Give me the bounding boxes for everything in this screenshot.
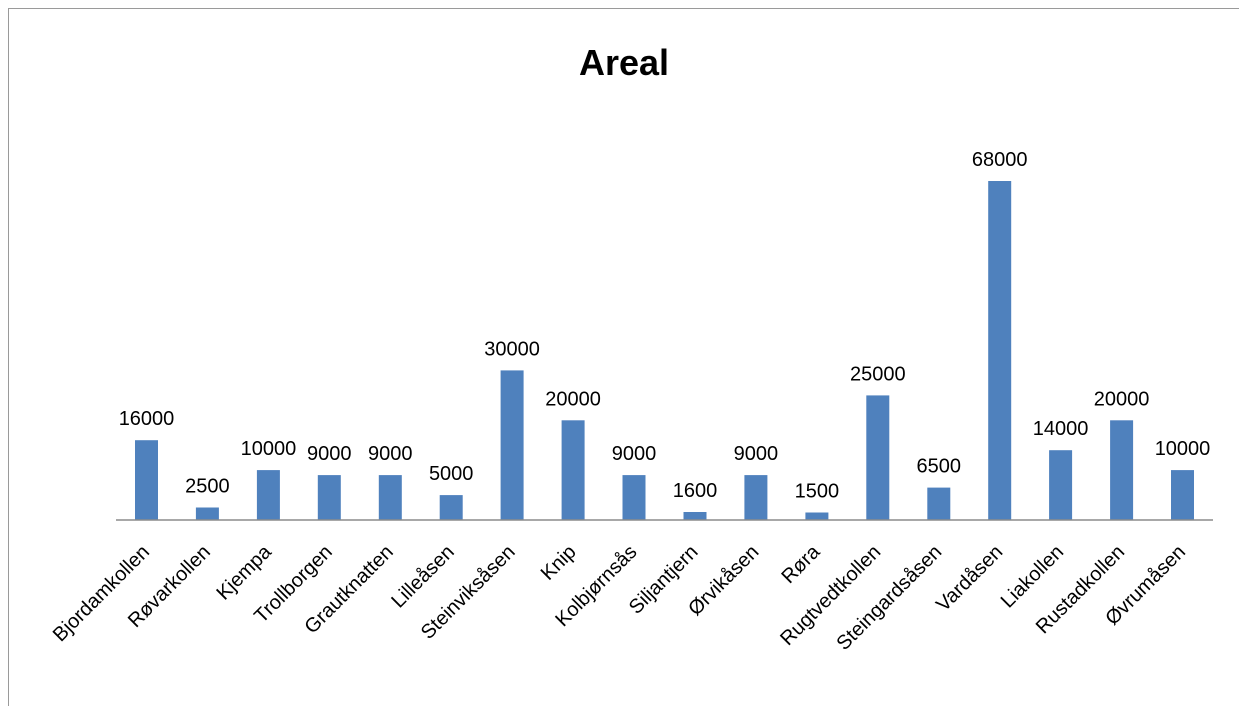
bar — [683, 512, 707, 520]
data-label: 9000 — [734, 443, 779, 465]
data-label: 9000 — [612, 443, 657, 465]
data-label: 25000 — [850, 363, 906, 385]
data-label: 6500 — [917, 456, 962, 478]
category-tick-labels-group: BjordamkollenRøvarkollenKjempaTrollborge… — [49, 540, 1190, 654]
category-tick-label: Røra — [777, 540, 825, 588]
bar — [439, 495, 463, 520]
bar — [988, 181, 1012, 520]
bar — [1110, 420, 1134, 520]
bars-group — [135, 181, 1194, 520]
bar — [256, 470, 280, 520]
chart-title: Areal — [579, 42, 669, 83]
bar — [805, 512, 829, 520]
bar — [927, 487, 951, 520]
bar — [866, 395, 890, 520]
bar — [195, 507, 219, 520]
bar — [378, 475, 402, 520]
data-label: 10000 — [1155, 438, 1211, 460]
data-label: 1600 — [673, 480, 718, 502]
data-label: 16000 — [119, 408, 175, 430]
data-label: 14000 — [1033, 418, 1089, 440]
data-label: 2500 — [185, 476, 230, 498]
data-label: 20000 — [1094, 388, 1150, 410]
category-tick-label: Steingardsåsen — [833, 541, 947, 655]
data-labels-group: 16000 2500 10000 9000 9000 5000 30000 20000 9000… — [119, 149, 1211, 503]
data-label: 9000 — [307, 443, 352, 465]
bar — [622, 475, 646, 520]
data-label: 9000 — [368, 443, 413, 465]
chart-frame — [8, 8, 1239, 706]
category-tick-label: Vardåsen — [932, 541, 1007, 616]
data-label: 30000 — [484, 338, 540, 360]
bar — [317, 475, 341, 520]
data-label: 5000 — [429, 463, 474, 485]
data-label: 68000 — [972, 149, 1028, 171]
data-label: 20000 — [545, 388, 601, 410]
bar — [744, 475, 768, 520]
bar — [561, 420, 585, 520]
data-label: 1500 — [795, 481, 840, 503]
category-tick-label: Knip — [537, 541, 581, 585]
bar — [500, 370, 524, 520]
bar — [1049, 450, 1073, 520]
bar — [135, 440, 158, 520]
bar — [1171, 470, 1194, 520]
data-label: 10000 — [241, 438, 297, 460]
